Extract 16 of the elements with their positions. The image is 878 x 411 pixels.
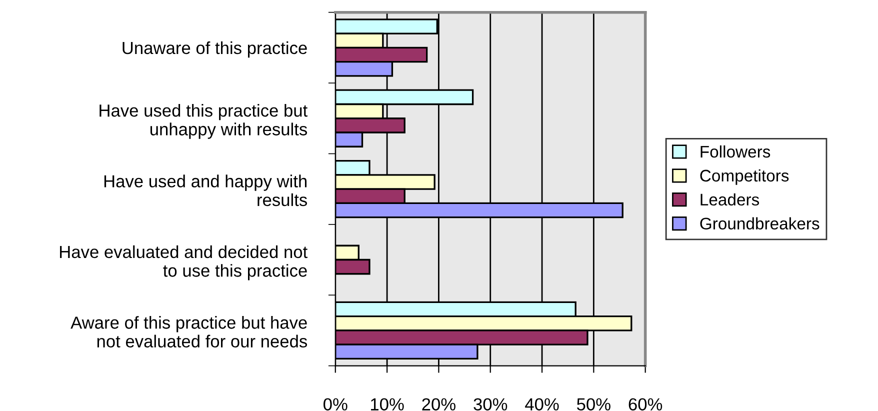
legend-label: Followers xyxy=(700,145,770,158)
x-tick-label: 50% xyxy=(576,398,610,410)
x-tick-label: 10% xyxy=(371,398,404,410)
x-tick-label: 30% xyxy=(474,398,508,410)
x-tick-label: 40% xyxy=(525,398,559,410)
y-tick-label: Have used and happy with results xyxy=(104,174,307,206)
x-tick-label: 60% xyxy=(628,398,662,410)
x-tick-label: 20% xyxy=(422,398,456,410)
y-tick-label: Have evaluated and decided not to use this practice xyxy=(60,245,308,280)
y-tick-label: Aware of this practice but have not evaluated for our needs xyxy=(70,316,308,348)
x-tick-label: 0% xyxy=(324,398,348,410)
y-tick-label: Have used this practice but unhappy with results xyxy=(100,104,308,139)
y-tick-label: Unaware of this practice xyxy=(122,41,307,58)
legend-label: Groundbreakers xyxy=(700,217,820,230)
legend-label: Leaders xyxy=(700,193,760,206)
legend-label: Competitors xyxy=(700,169,789,185)
